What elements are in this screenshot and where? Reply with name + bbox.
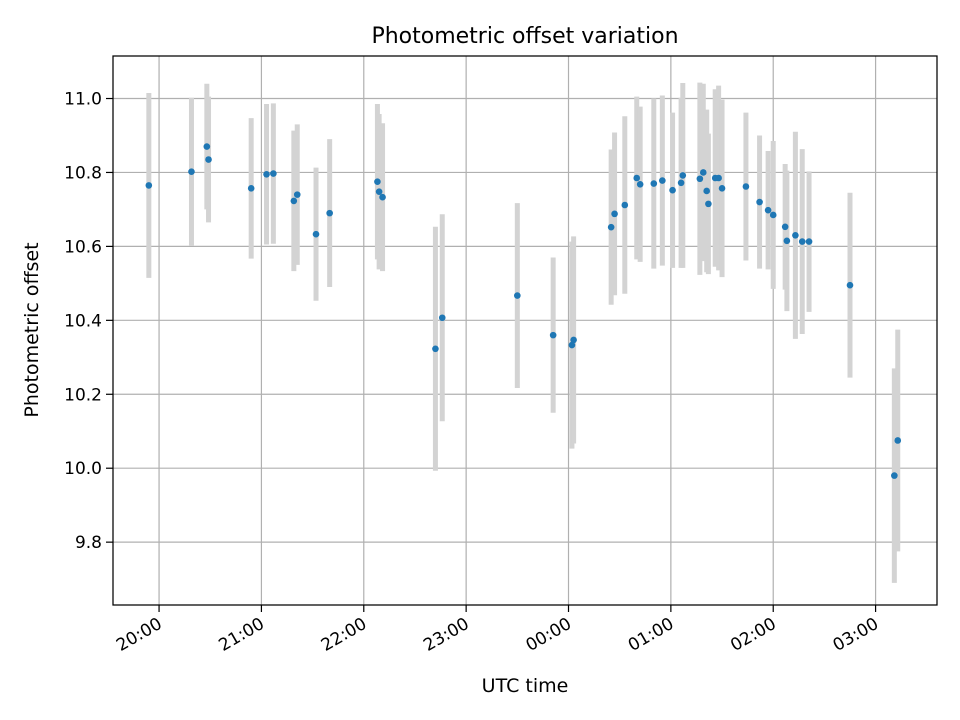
data-point	[742, 183, 750, 190]
data-point	[769, 211, 777, 219]
y-tick-label: 9.8	[75, 533, 102, 553]
data-point	[568, 341, 576, 349]
data-point	[514, 292, 521, 299]
grid-lines	[113, 56, 937, 605]
data-point	[375, 188, 383, 195]
x-axis-label: UTC time	[482, 675, 569, 697]
data-point	[894, 437, 902, 444]
data-point	[379, 193, 386, 201]
data-point	[633, 174, 641, 182]
x-axis-ticks: 20:00 21:00 22:00 23:00 00:00 01:00 02:00 03:00	[113, 605, 882, 656]
data-point	[677, 179, 685, 187]
data-point	[756, 198, 763, 206]
data-point	[438, 314, 446, 322]
data-point	[570, 336, 577, 344]
data-point	[659, 177, 666, 184]
data-point	[312, 230, 320, 238]
data-point	[636, 180, 644, 188]
data-point	[705, 200, 712, 208]
y-tick-label: 11.0	[64, 90, 102, 110]
y-tick-label: 10.2	[64, 385, 102, 405]
data-point	[703, 187, 710, 195]
data-point	[650, 180, 658, 187]
data-point	[263, 171, 270, 178]
data-point	[203, 143, 211, 150]
x-tick-label: 02:00	[727, 614, 779, 656]
data-point	[247, 185, 255, 192]
y-tick-label: 10.0	[64, 459, 102, 479]
data-point	[792, 232, 799, 239]
data-point	[270, 170, 277, 177]
data-point	[891, 472, 898, 479]
y-tick-label: 10.8	[64, 163, 102, 183]
data-point	[374, 178, 381, 185]
x-tick-label: 22:00	[318, 614, 370, 656]
data-point	[798, 238, 806, 245]
y-axis-label: Photometric offset	[21, 242, 43, 417]
data-point	[145, 182, 153, 189]
plot-frame	[112, 55, 938, 606]
x-tick-label: 21:00	[215, 614, 267, 656]
data-point	[621, 201, 629, 209]
y-axis-ticks: 9.8 10.0 10.2 10.4 10.6 10.8 11.0	[64, 90, 113, 553]
x-tick-label: 01:00	[625, 614, 677, 656]
data-point	[607, 223, 615, 231]
data-point	[783, 237, 791, 245]
data-point	[764, 206, 772, 214]
chart-title: Photometric offset variation	[371, 24, 678, 49]
data-point	[805, 238, 813, 245]
data-point	[549, 331, 557, 339]
data-point	[188, 168, 195, 176]
data-point	[781, 223, 789, 231]
data-points	[145, 143, 902, 479]
data-point	[669, 186, 676, 194]
x-tick-label: 20:00	[113, 614, 165, 656]
data-point	[715, 174, 722, 182]
data-point	[432, 345, 439, 353]
data-point	[696, 175, 704, 183]
data-point	[611, 210, 618, 218]
x-tick-label: 23:00	[420, 614, 472, 656]
data-point	[290, 197, 298, 205]
data-point	[326, 209, 333, 217]
data-point	[293, 191, 301, 198]
data-point	[679, 172, 687, 179]
data-point	[699, 169, 707, 176]
x-tick-label: 03:00	[830, 614, 882, 656]
x-tick-label: 00:00	[523, 614, 575, 656]
data-point	[846, 281, 854, 289]
y-tick-label: 10.4	[64, 311, 102, 331]
data-point	[205, 156, 212, 163]
data-point	[718, 185, 726, 192]
y-tick-label: 10.6	[64, 237, 102, 257]
